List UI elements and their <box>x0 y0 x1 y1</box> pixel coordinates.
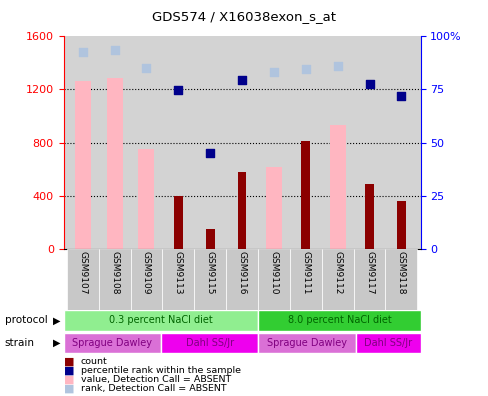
Point <box>206 150 214 156</box>
Text: GSM9115: GSM9115 <box>205 251 214 295</box>
Text: ■: ■ <box>63 383 74 394</box>
Text: ▶: ▶ <box>52 338 60 348</box>
Text: GSM9117: GSM9117 <box>365 251 373 295</box>
Bar <box>99 249 130 311</box>
Bar <box>138 149 154 249</box>
Bar <box>63 310 258 331</box>
Point <box>269 69 277 75</box>
Text: GSM9111: GSM9111 <box>301 251 310 295</box>
Text: ▶: ▶ <box>52 315 60 326</box>
Point <box>142 65 150 71</box>
Bar <box>75 81 90 249</box>
Bar <box>258 310 420 331</box>
Point <box>397 93 405 99</box>
Bar <box>396 201 405 249</box>
Text: GSM9116: GSM9116 <box>237 251 246 295</box>
Bar <box>225 249 258 311</box>
Text: GSM9110: GSM9110 <box>269 251 278 295</box>
Text: Sprague Dawley: Sprague Dawley <box>266 338 346 348</box>
Text: 0.3 percent NaCl diet: 0.3 percent NaCl diet <box>109 315 212 326</box>
Bar <box>258 333 355 353</box>
Text: GSM9108: GSM9108 <box>110 251 119 295</box>
Text: ■: ■ <box>63 374 74 385</box>
Text: strain: strain <box>5 338 35 348</box>
Text: percentile rank within the sample: percentile rank within the sample <box>81 366 240 375</box>
Point <box>110 47 118 53</box>
Text: Dahl SS/Jr: Dahl SS/Jr <box>363 338 411 348</box>
Point <box>301 66 309 72</box>
Text: value, Detection Call = ABSENT: value, Detection Call = ABSENT <box>81 375 230 384</box>
Bar <box>321 249 353 311</box>
Text: GSM9113: GSM9113 <box>173 251 183 295</box>
Bar <box>258 249 289 311</box>
Text: ■: ■ <box>63 356 74 366</box>
Text: protocol: protocol <box>5 315 47 326</box>
Point <box>238 76 245 83</box>
Bar <box>130 249 162 311</box>
Text: GSM9118: GSM9118 <box>396 251 405 295</box>
Bar <box>365 184 373 249</box>
Bar <box>161 333 258 353</box>
Bar <box>63 333 161 353</box>
Text: Sprague Dawley: Sprague Dawley <box>72 338 152 348</box>
Text: GSM9112: GSM9112 <box>332 251 342 295</box>
Bar <box>329 125 345 249</box>
Bar <box>301 141 309 249</box>
Bar <box>174 196 183 249</box>
Text: GDS574 / X16038exon_s_at: GDS574 / X16038exon_s_at <box>152 10 336 23</box>
Bar <box>289 249 321 311</box>
Bar <box>162 249 194 311</box>
Bar <box>385 249 416 311</box>
Text: GSM9109: GSM9109 <box>142 251 151 295</box>
Text: 8.0 percent NaCl diet: 8.0 percent NaCl diet <box>287 315 390 326</box>
Bar <box>355 333 420 353</box>
Bar <box>237 172 246 249</box>
Bar <box>106 78 122 249</box>
Point <box>333 63 341 70</box>
Text: Dahl SS/Jr: Dahl SS/Jr <box>185 338 233 348</box>
Text: rank, Detection Call = ABSENT: rank, Detection Call = ABSENT <box>81 384 226 393</box>
Point <box>365 80 373 87</box>
Bar <box>353 249 385 311</box>
Bar <box>265 167 281 249</box>
Point <box>174 87 182 93</box>
Text: count: count <box>81 357 107 366</box>
Point <box>79 48 86 55</box>
Bar <box>205 229 214 249</box>
Text: ■: ■ <box>63 365 74 375</box>
Text: GSM9107: GSM9107 <box>78 251 87 295</box>
Bar <box>67 249 99 311</box>
Bar <box>194 249 225 311</box>
